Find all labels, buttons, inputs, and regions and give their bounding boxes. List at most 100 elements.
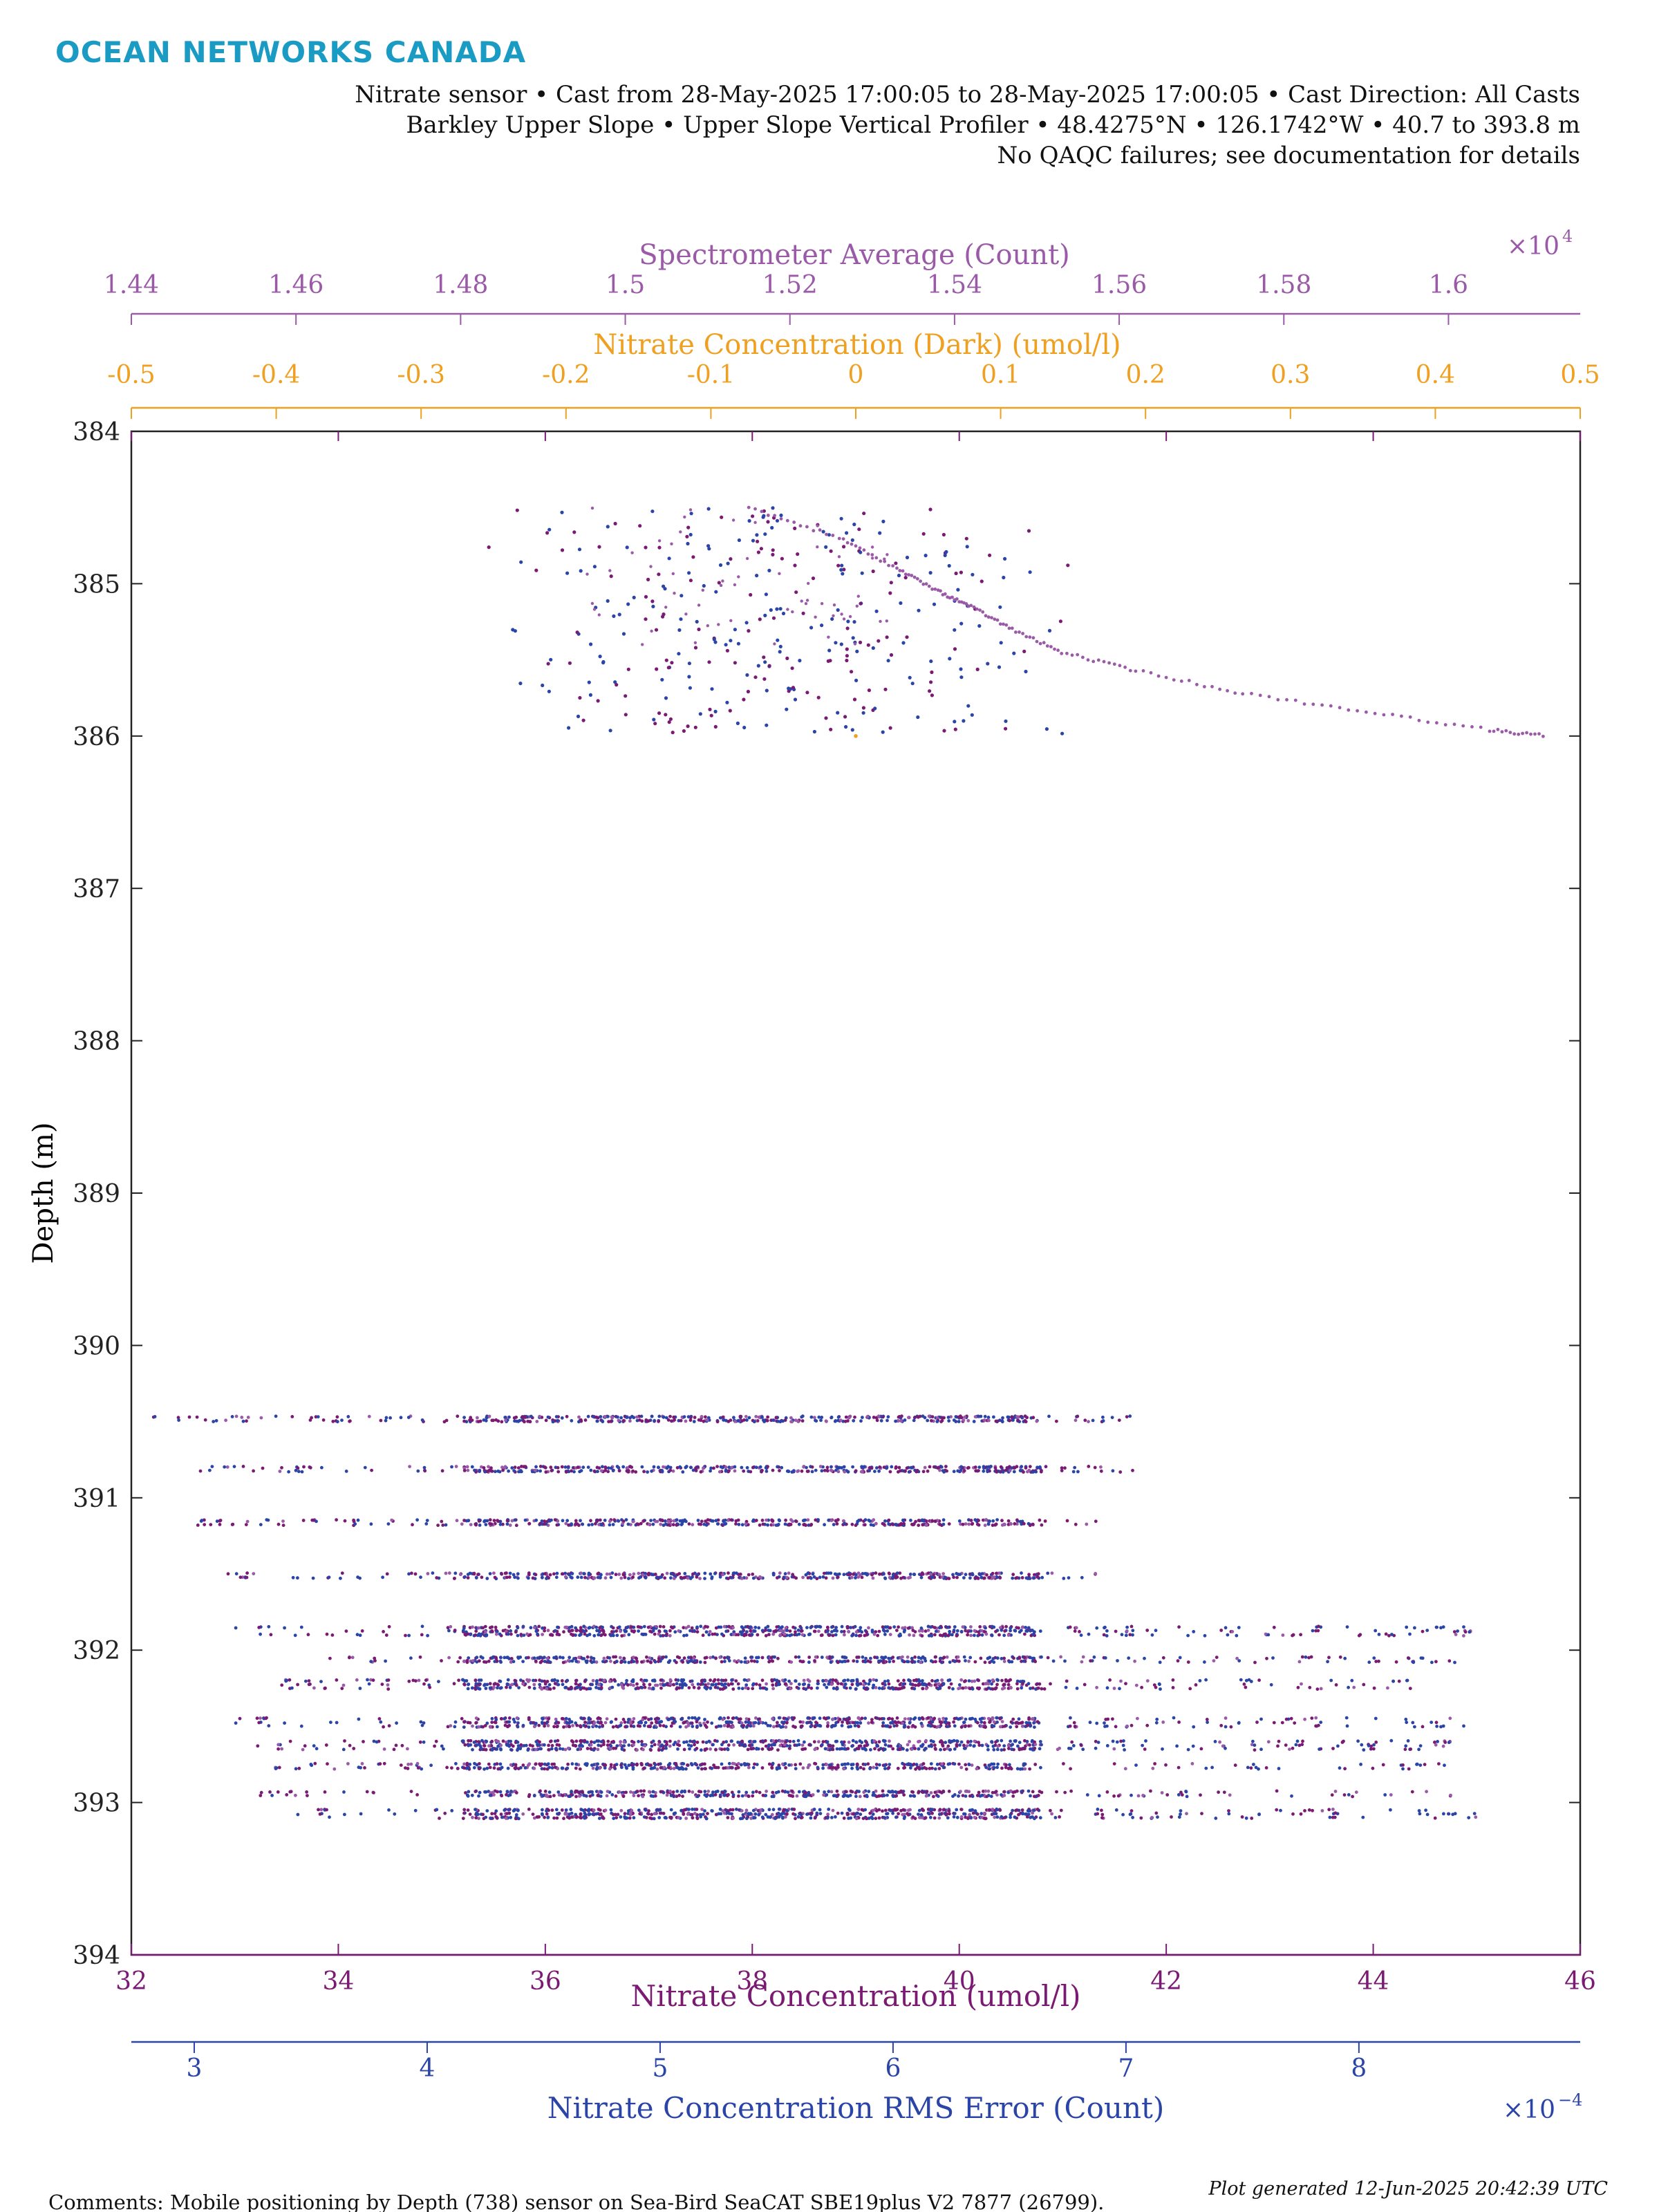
band-point	[907, 1470, 911, 1474]
band-point	[417, 1678, 421, 1683]
band-point	[474, 1629, 478, 1633]
cluster-point	[779, 513, 783, 518]
band-point	[966, 1418, 971, 1423]
band-point	[771, 1523, 775, 1527]
band-point	[734, 1679, 738, 1683]
band-point	[570, 1572, 574, 1575]
band-point	[609, 1420, 613, 1423]
band-point	[603, 1466, 608, 1470]
depth-tick-label: 391	[73, 1485, 120, 1513]
cluster-point	[828, 659, 832, 663]
band-point	[887, 1686, 891, 1690]
band-point	[462, 1725, 466, 1730]
band-point	[615, 1660, 619, 1664]
band-point	[420, 1624, 424, 1629]
cluster-point	[581, 718, 585, 722]
band-point	[843, 1470, 847, 1474]
band-point	[327, 1575, 331, 1580]
cluster-spectrometer-point	[816, 545, 819, 549]
band-point	[999, 1465, 1003, 1469]
cluster-point	[781, 611, 786, 616]
band-point	[583, 1418, 588, 1422]
dark-tick-label: 0.3	[1271, 361, 1310, 389]
band-point	[1284, 1717, 1288, 1721]
band-point	[387, 1724, 391, 1728]
band-point	[312, 1686, 316, 1690]
band-point	[765, 1418, 769, 1423]
band-point	[753, 1629, 757, 1633]
band-point	[679, 1418, 683, 1423]
band-point	[873, 1470, 877, 1474]
band-point	[704, 1523, 709, 1527]
band-point	[609, 1466, 613, 1470]
cluster-point	[930, 670, 934, 675]
band-point	[1280, 1721, 1284, 1725]
band-point	[735, 1716, 738, 1720]
band-point	[1237, 1721, 1241, 1725]
band-point	[761, 1522, 765, 1526]
band-point	[1314, 1716, 1318, 1720]
band-point	[499, 1717, 503, 1721]
spectrometer-trend-point	[866, 552, 870, 556]
band-point	[964, 1522, 968, 1526]
band-point	[639, 1721, 644, 1725]
band-point	[1051, 1659, 1056, 1663]
spectrometer-trend-point	[1128, 668, 1132, 673]
band-point	[764, 1466, 768, 1470]
band-point	[835, 1522, 839, 1526]
band-point	[644, 1571, 647, 1575]
band-point	[1022, 1521, 1026, 1526]
band-point	[831, 1717, 835, 1721]
band-point	[802, 1678, 806, 1683]
cluster-point	[821, 529, 825, 534]
cluster-point	[572, 530, 577, 534]
cluster-spectrometer-point	[842, 617, 846, 621]
band-point	[781, 1725, 785, 1729]
band-point	[1235, 1633, 1239, 1638]
band-point	[939, 1721, 944, 1725]
band-point	[895, 1629, 899, 1633]
band-point	[771, 1571, 776, 1575]
band-point	[675, 1465, 679, 1470]
band-point	[568, 1656, 572, 1660]
band-point	[992, 1575, 996, 1580]
band-point	[957, 1420, 961, 1423]
spectrometer-trend-point	[903, 572, 908, 577]
band-point	[717, 1724, 721, 1728]
band-point	[335, 1518, 338, 1522]
band-point	[776, 1465, 779, 1469]
band-point	[887, 1522, 891, 1526]
band-point	[1413, 1626, 1416, 1630]
cluster-point	[767, 664, 771, 668]
band-point	[555, 1523, 559, 1527]
spectrometer-trend-point	[1373, 711, 1377, 715]
band-point	[806, 1576, 810, 1580]
band-point	[896, 1679, 900, 1683]
band-point	[1028, 1577, 1032, 1581]
cluster-point	[650, 599, 655, 603]
band-point	[556, 1679, 560, 1683]
band-point	[825, 1469, 830, 1473]
band-point	[1343, 1656, 1347, 1660]
cluster-point	[942, 729, 946, 733]
cluster-point	[657, 711, 662, 715]
cluster-point	[758, 617, 762, 621]
band-point	[543, 1656, 546, 1660]
band-point	[543, 1465, 547, 1470]
band-point	[921, 1679, 924, 1683]
spectrometer-trend-point	[760, 509, 764, 514]
band-point	[847, 1416, 851, 1420]
band-point	[776, 1523, 780, 1526]
dark-tick-label: -0.5	[107, 361, 155, 389]
band-point	[601, 1465, 604, 1469]
band-point	[718, 1687, 722, 1691]
band-point	[259, 1523, 263, 1527]
band-point	[1099, 1465, 1103, 1469]
cluster-point	[638, 524, 642, 528]
band-point	[561, 1519, 565, 1523]
band-point	[776, 1721, 779, 1725]
band-point	[245, 1419, 248, 1423]
band-point	[634, 1656, 638, 1660]
band-point	[203, 1523, 207, 1527]
band-point	[543, 1522, 546, 1526]
